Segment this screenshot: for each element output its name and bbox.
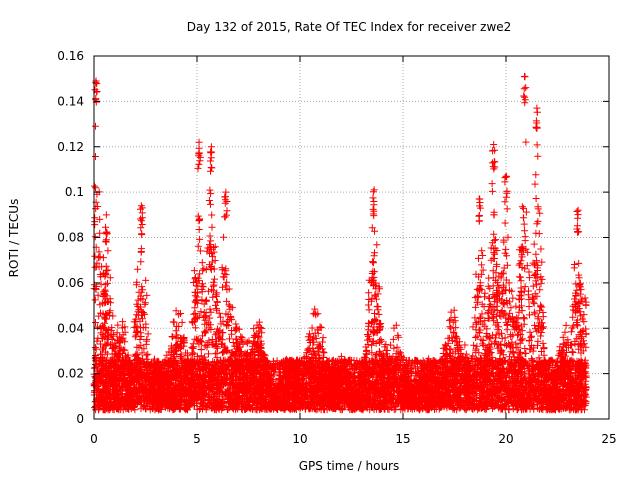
roti-peak-point — [502, 172, 510, 180]
y-axis-label: ROTI / TECUs — [7, 199, 21, 278]
x-tick-label: 10 — [292, 432, 307, 446]
y-tick-label: 0.06 — [57, 276, 84, 290]
roti-peak-point — [370, 186, 378, 194]
x-tick-label: 0 — [90, 432, 98, 446]
x-tick-label: 25 — [601, 432, 616, 446]
y-tick-label: 0.08 — [57, 231, 84, 245]
roti-peak-point — [521, 72, 529, 80]
roti-peak-point — [137, 202, 145, 210]
data-points — [90, 72, 590, 414]
roti-peak-point — [195, 138, 203, 146]
y-tick-label: 0.16 — [57, 49, 84, 63]
roti-peak-point — [574, 206, 582, 214]
x-tick-label: 5 — [193, 432, 201, 446]
y-tick-label: 0 — [76, 412, 84, 426]
y-tick-label: 0.1 — [65, 185, 84, 199]
y-tick-label: 0.14 — [57, 94, 84, 108]
y-tick-label: 0.04 — [57, 321, 84, 335]
y-tick-label: 0.12 — [57, 140, 84, 154]
axis-ticks: 0 0.02 0.04 0.06 0.08 0.1 0.12 0.14 0.16 0 5 10 15 20… — [57, 49, 616, 446]
roti-peak-point — [207, 143, 215, 151]
roti-peak-point — [475, 195, 483, 203]
x-tick-label: 15 — [395, 432, 410, 446]
roti-peak-point — [222, 188, 230, 196]
roti-peak-point — [490, 140, 498, 148]
x-tick-label: 20 — [498, 432, 513, 446]
y-tick-label: 0.02 — [57, 367, 84, 381]
roti-peak-point — [102, 211, 110, 219]
x-axis-label: GPS time / hours — [299, 459, 400, 473]
roti-peak-point — [533, 104, 541, 112]
chart-title: Day 132 of 2015, Rate Of TEC Index for r… — [187, 20, 512, 34]
roti-point-markers — [90, 73, 590, 414]
